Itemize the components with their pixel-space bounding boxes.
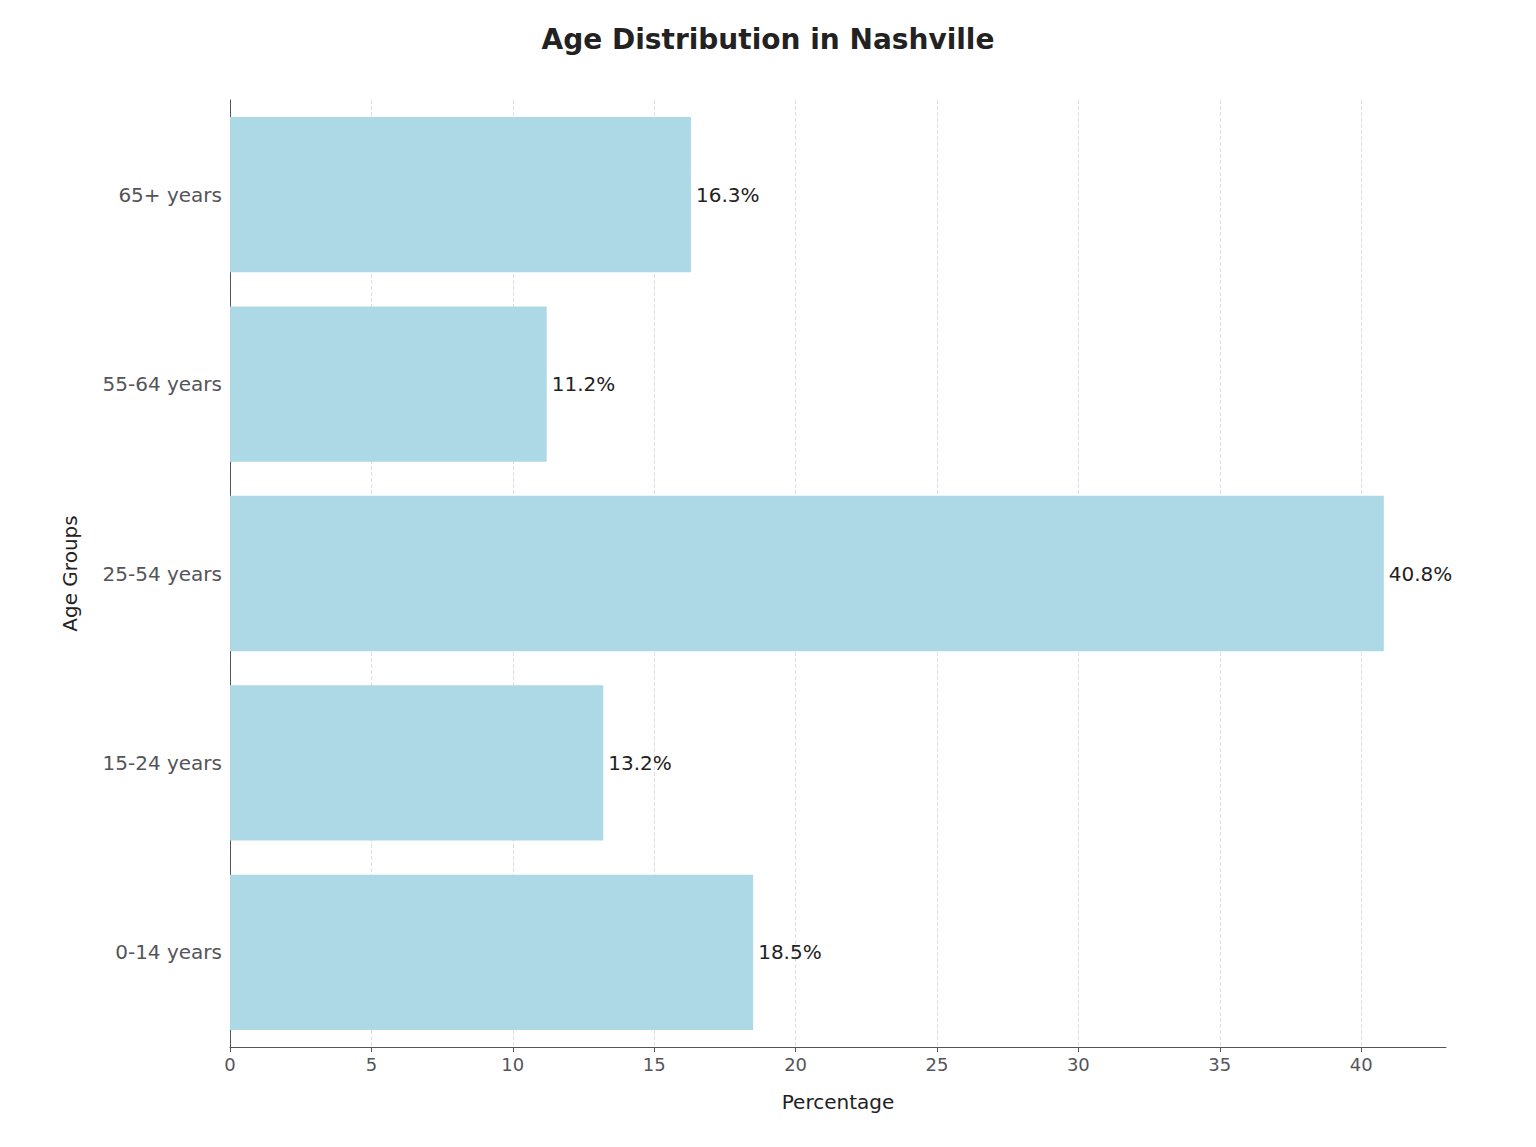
svg-text:40.8%: 40.8% xyxy=(1389,562,1453,586)
svg-text:Age Distribution in Nashville: Age Distribution in Nashville xyxy=(542,23,995,56)
svg-text:0: 0 xyxy=(224,1054,235,1075)
svg-text:30: 30 xyxy=(1067,1054,1090,1075)
svg-text:16.3%: 16.3% xyxy=(696,183,760,207)
svg-text:40: 40 xyxy=(1350,1054,1373,1075)
svg-text:10: 10 xyxy=(501,1054,524,1075)
svg-text:55-64 years: 55-64 years xyxy=(102,372,222,396)
svg-text:13.2%: 13.2% xyxy=(608,751,672,775)
svg-text:15: 15 xyxy=(643,1054,666,1075)
svg-text:15-24 years: 15-24 years xyxy=(102,751,222,775)
svg-text:35: 35 xyxy=(1208,1054,1231,1075)
svg-text:18.5%: 18.5% xyxy=(758,940,822,964)
svg-text:20: 20 xyxy=(784,1054,807,1075)
svg-text:Percentage: Percentage xyxy=(782,1090,895,1114)
svg-text:25-54 years: 25-54 years xyxy=(102,562,222,586)
svg-text:0-14 years: 0-14 years xyxy=(115,940,222,964)
svg-text:Age Groups: Age Groups xyxy=(58,515,82,631)
svg-text:25: 25 xyxy=(926,1054,949,1075)
svg-text:11.2%: 11.2% xyxy=(552,372,616,396)
svg-text:5: 5 xyxy=(366,1054,377,1075)
svg-text:65+ years: 65+ years xyxy=(118,183,222,207)
